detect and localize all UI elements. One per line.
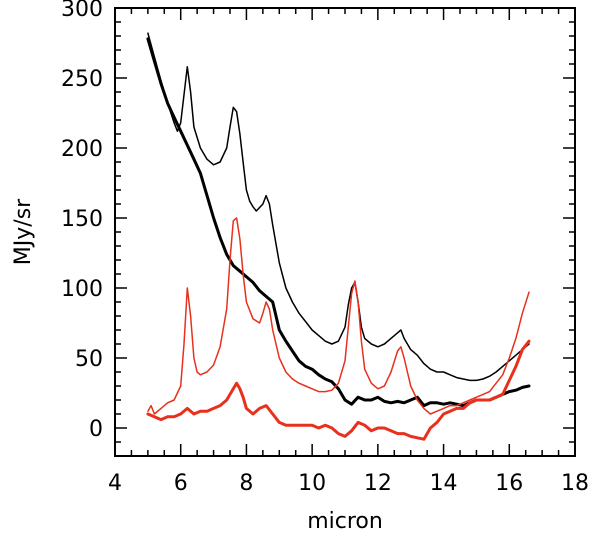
series-line-1 [147, 32, 530, 382]
y-tick-label: 0 [89, 417, 103, 442]
x-tick-label: 6 [174, 471, 188, 496]
x-tick-label: 10 [298, 471, 326, 496]
y-tick-label: 250 [61, 67, 103, 92]
y-tick-label: 50 [75, 347, 103, 372]
x-axis-label: micron [307, 509, 383, 534]
x-tick-label: 8 [239, 471, 253, 496]
series-line-4 [146, 339, 531, 441]
x-tick-label: 14 [430, 471, 458, 496]
x-tick-label: 12 [364, 471, 392, 496]
x-tick-label: 4 [108, 471, 122, 496]
tick-layer: 4 6 8 10 12 14 16 18 0 50 100 150 200 250 300 [61, 0, 589, 496]
series-layer [146, 32, 531, 441]
series-line-3 [147, 217, 530, 415]
x-tick-label: 16 [495, 471, 523, 496]
y-tick-label: 300 [61, 0, 103, 22]
y-tick-label: 200 [61, 137, 103, 162]
y-tick-label: 100 [61, 277, 103, 302]
y-tick-label: 150 [61, 207, 103, 232]
series-line-2 [146, 37, 531, 408]
y-axis-label: MJy/sr [11, 198, 36, 265]
x-tick-label: 18 [561, 471, 589, 496]
